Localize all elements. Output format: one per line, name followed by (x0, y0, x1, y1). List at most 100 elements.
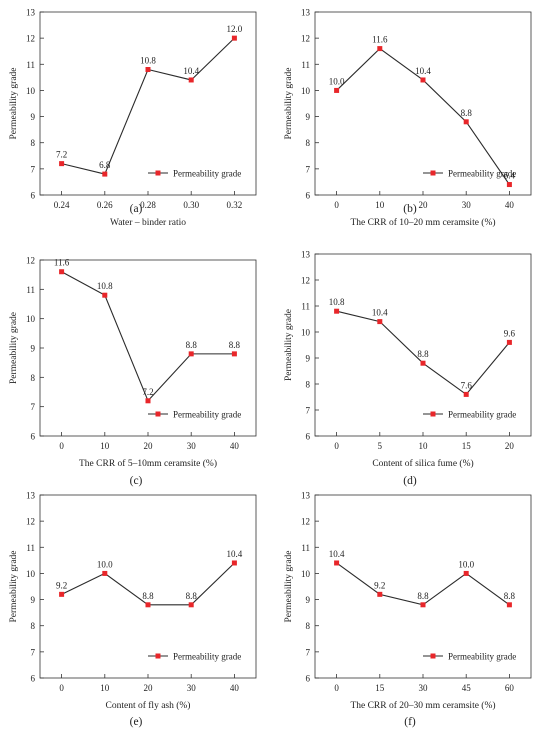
x-axis-label: The CRR of 20–30 mm ceramsite (%) (350, 700, 495, 711)
data-point (145, 398, 151, 404)
data-label: 10.0 (458, 559, 474, 569)
chart-panel-a: 6 7 8 9 10 11 12 13 0.24 0.26 0.28 0.30 0.32 Water – … (9, 8, 257, 228)
y-tick-label: 9 (31, 112, 36, 122)
data-label: 10.4 (415, 66, 431, 76)
y-tick-label: 13 (301, 250, 311, 260)
panel-label: (e) (130, 716, 143, 728)
data-point (188, 602, 194, 608)
data-point (102, 292, 108, 298)
y-axis-label: Permeability grade (284, 67, 294, 139)
y-tick-label: 8 (306, 621, 311, 631)
data-point (463, 570, 469, 576)
y-tick-label: 8 (31, 138, 36, 148)
data-point (59, 591, 65, 597)
x-tick-label: 0.30 (183, 200, 199, 210)
legend-label: Permeability grade (173, 169, 241, 179)
panel-label: (f) (404, 716, 416, 728)
data-label: 11.6 (372, 35, 388, 45)
y-tick-label: 7 (31, 647, 36, 657)
y-tick-label: 7 (306, 647, 311, 657)
x-tick-label: 0 (59, 683, 64, 693)
x-tick-label: 15 (462, 441, 472, 451)
y-tick-label: 10 (26, 569, 36, 579)
y-tick-label: 10 (301, 86, 311, 96)
y-axis-label: Permeability grade (284, 309, 294, 381)
legend-marker (430, 170, 436, 176)
legend-label: Permeability grade (448, 169, 516, 179)
data-point (420, 77, 426, 83)
data-label: 10.8 (329, 297, 345, 307)
data-point (102, 570, 108, 576)
x-tick-label: 45 (462, 683, 472, 693)
y-tick-label: 13 (301, 8, 311, 18)
chart-panel-f: 6 7 8 9 10 11 12 13 0 15 30 45 60 The CRR of 20–30 mm… (284, 491, 532, 728)
x-tick-label: 5 (378, 441, 383, 451)
y-tick-label: 12 (301, 517, 310, 527)
legend-marker (430, 653, 436, 659)
y-axis-label: Permeability grade (284, 550, 294, 622)
data-point (102, 171, 108, 177)
y-axis-label: Permeability grade (9, 550, 19, 622)
data-label: 12.0 (227, 24, 243, 34)
data-label: 8.8 (504, 591, 516, 601)
data-point (231, 351, 237, 357)
y-tick-label: 13 (26, 8, 36, 18)
y-tick-label: 13 (26, 491, 36, 501)
y-tick-label: 13 (301, 491, 311, 501)
x-tick-label: 30 (419, 683, 429, 693)
x-tick-label: 30 (187, 683, 197, 693)
x-tick-label: 0 (59, 441, 64, 451)
x-axis-label: Content of fly ash (%) (106, 700, 191, 711)
chart-panel-d: 6 7 8 9 10 11 12 13 0 5 10 15 20 Content of silica fu… (284, 250, 532, 487)
y-tick-label: 8 (306, 138, 311, 148)
y-axis-label: Permeability grade (9, 67, 19, 139)
x-axis-label: Water – binder ratio (110, 218, 186, 228)
y-tick-label: 11 (26, 285, 35, 295)
data-point (377, 46, 383, 52)
y-tick-label: 10 (26, 86, 36, 96)
data-point (188, 351, 194, 357)
y-tick-label: 12 (26, 517, 35, 527)
x-tick-label: 0.32 (227, 200, 243, 210)
y-tick-label: 9 (306, 112, 311, 122)
chart-panel-c: 6 7 8 9 10 11 12 0 10 20 30 40 The CRR of 5–10mm cer… (9, 256, 257, 487)
data-label: 8.8 (142, 591, 154, 601)
x-tick-label: 40 (505, 200, 515, 210)
data-point (231, 560, 237, 566)
data-point (463, 391, 469, 397)
data-point (145, 602, 151, 608)
data-point (377, 591, 383, 597)
chart-panel-e: 6 7 8 9 10 11 12 13 0 10 20 30 40 Content of fly ash … (9, 491, 257, 728)
x-tick-label: 60 (505, 683, 515, 693)
y-tick-label: 9 (306, 354, 311, 364)
x-tick-label: 20 (144, 441, 154, 451)
y-tick-label: 9 (306, 595, 311, 605)
data-point (377, 319, 383, 325)
data-point (506, 339, 512, 345)
y-tick-label: 11 (26, 543, 35, 553)
data-point (506, 602, 512, 608)
data-label: 10.4 (183, 66, 199, 76)
legend-marker (155, 411, 161, 417)
y-tick-label: 11 (301, 302, 310, 312)
data-point (145, 67, 151, 73)
data-point (420, 602, 426, 608)
y-tick-label: 6 (306, 432, 311, 442)
y-tick-label: 6 (306, 674, 311, 684)
data-point (188, 77, 194, 83)
data-label: 8.8 (186, 591, 198, 601)
data-point (420, 360, 426, 366)
y-tick-label: 8 (31, 373, 36, 383)
y-axis-label: Permeability grade (9, 312, 19, 384)
data-point (334, 87, 340, 93)
x-tick-label: 30 (187, 441, 197, 451)
data-label: 6.8 (99, 160, 111, 170)
data-point (59, 269, 65, 275)
y-tick-label: 10 (26, 314, 36, 324)
x-axis-label: Content of silica fume (%) (372, 458, 473, 469)
y-tick-label: 11 (301, 60, 310, 70)
data-label: 7.2 (56, 150, 67, 160)
data-label: 8.8 (417, 591, 429, 601)
x-tick-label: 40 (230, 441, 240, 451)
x-tick-label: 0.28 (140, 200, 156, 210)
